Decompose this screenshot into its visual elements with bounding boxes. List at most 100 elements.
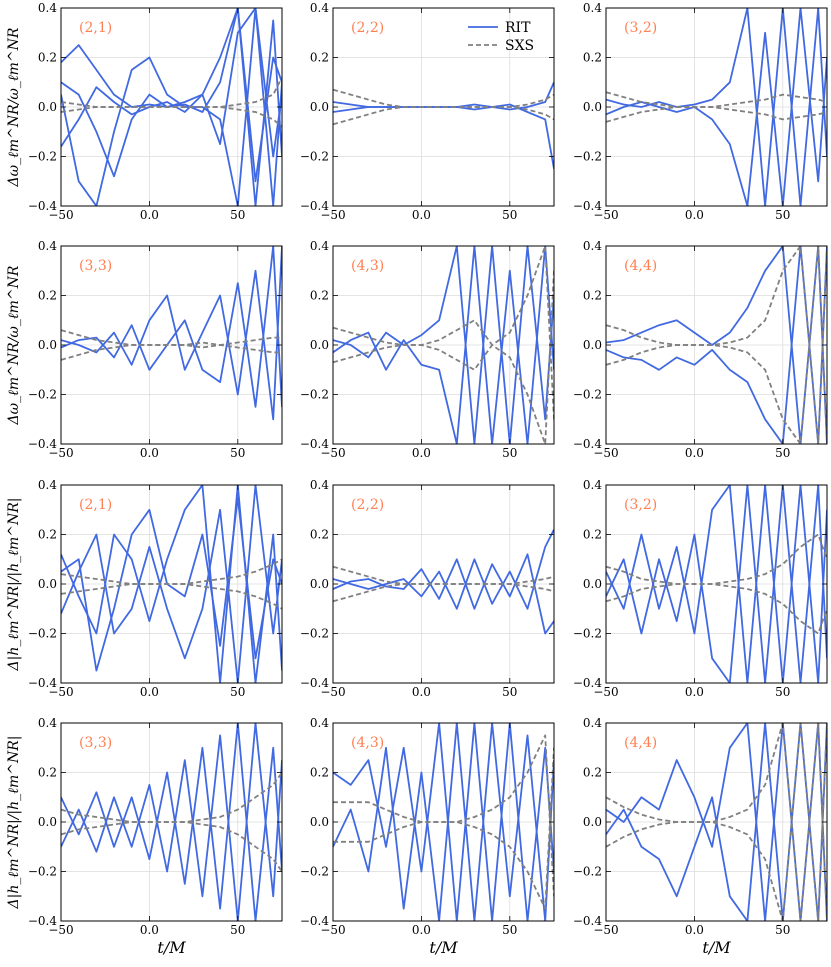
series-line-sxs [606,106,827,123]
y-tick-label: 0.2 [310,51,329,65]
panel-amplitude-2-2: −50 0.0 50 −0.4 −0.2 0.0 0.2 0.4 (2,2) [300,478,555,699]
series-line-rit [606,485,827,683]
mode-label: (4,3) [351,258,384,274]
y-tick-label: −0.2 [28,388,57,402]
x-tick-label: 0.0 [685,208,704,222]
y-tick-label: 0.0 [310,338,329,352]
y-tick-label: 0.4 [38,1,57,15]
x-tick-label: 0.0 [140,923,159,937]
x-axis-label: t/M [157,938,186,957]
panel-amplitude-2-1: −50 0.0 50 −0.4 −0.2 0.0 0.2 0.4 (2,1) [28,478,283,699]
series-line-sxs [606,533,827,585]
x-tick-label: −50 [593,685,618,699]
legend-label-rit: RIT [505,20,531,36]
y-tick-label: 0.0 [38,815,57,829]
series-line-rit [333,246,554,444]
y-tick-label: −0.2 [300,388,329,402]
series-line-sxs [606,91,827,108]
panel-frequency-4-3: −50 0.0 50 −0.4 −0.2 0.0 0.2 0.4 (4,3) [300,239,555,460]
series-line-sxs [333,270,554,444]
y-tick-label: 0.0 [583,577,602,591]
y-tick-label: 0.0 [583,338,602,352]
y-tick-label: 0.2 [310,528,329,542]
y-tick-label: −0.4 [573,199,603,213]
y-tick-label: −0.4 [28,914,58,928]
series-line-rit [61,8,282,183]
series-line-sxs [333,88,554,108]
y-tick-label: −0.4 [573,437,603,451]
series-line-rit [61,723,282,921]
series-line-sxs [333,583,554,603]
y-tick-label: 0.4 [38,239,57,253]
mode-label: (3,2) [624,20,657,36]
series-group [61,8,282,206]
y-axis-label: Δ|h_ℓm^NR|/|h_ℓm^NR| [6,736,22,910]
panel-frequency-3-2: −50 0.0 50 −0.4 −0.2 0.0 0.2 0.4 (3,2) [573,1,828,222]
x-tick-label: −50 [320,923,345,937]
mode-label: (3,3) [79,258,112,274]
y-tick-label: −0.2 [573,388,602,402]
series-line-sxs [606,246,827,444]
y-tick-label: −0.2 [28,150,57,164]
y-tick-label: 0.0 [38,577,57,591]
panel-amplitude-3-2: −50 0.0 50 −0.4 −0.2 0.0 0.2 0.4 (3,2) [573,478,828,699]
series-line-rit [61,8,282,206]
series-line-rit [333,529,554,610]
y-tick-label: −0.2 [28,627,57,641]
series-line-sxs [61,821,282,873]
panel-amplitude-4-4: −50 0.0 50 −0.4 −0.2 0.0 0.2 0.4 (4,4) [573,716,828,937]
y-tick-label: 0.4 [310,478,329,492]
series-line-sxs [333,565,554,585]
panel-amplitude-3-3: −50 0.0 50 −0.4 −0.2 0.0 0.2 0.4 (3,3) [28,716,283,937]
mode-label: (3,2) [624,497,657,513]
y-tick-label: 0.4 [583,239,602,253]
x-tick-label: −50 [320,685,345,699]
x-axis-label: t/M [702,938,731,957]
y-tick-label: 0.2 [38,289,57,303]
series-line-rit [606,246,827,444]
y-tick-label: 0.2 [38,528,57,542]
series-line-sxs [333,734,554,897]
y-tick-label: 0.2 [583,51,602,65]
y-tick-label: −0.4 [300,676,330,690]
panel-amplitude-4-3: −50 0.0 50 −0.4 −0.2 0.0 0.2 0.4 (4,3) [300,716,555,937]
x-tick-label: 50 [502,446,517,460]
mode-label: (2,1) [79,20,112,36]
panel-frequency-3-3: −50 0.0 50 −0.4 −0.2 0.0 0.2 0.4 (3,3) [28,239,283,460]
series-line-rit [333,103,554,170]
series-line-rit [61,496,282,672]
x-tick-label: 50 [230,208,245,222]
series-group [606,246,827,444]
series-group [61,246,282,421]
y-tick-label: −0.4 [28,676,58,690]
y-tick-label: −0.2 [573,865,602,879]
series-line-sxs [333,246,554,420]
y-tick-label: −0.4 [573,676,603,690]
y-tick-label: 0.4 [583,1,602,15]
panel-frequency-2-1: −50 0.0 50 −0.4 −0.2 0.0 0.2 0.4 (2,1) [28,1,283,222]
x-tick-label: 0.0 [412,446,431,460]
series-line-sxs [61,106,282,128]
series-line-sxs [61,583,282,610]
y-tick-label: 0.2 [38,51,57,65]
y-tick-label: −0.2 [300,865,329,879]
y-tick-label: 0.0 [310,577,329,591]
series-group [333,529,554,635]
y-tick-label: −0.2 [573,150,602,164]
legend-label-sxs: SXS [505,38,534,54]
y-tick-label: 0.2 [38,766,57,780]
x-tick-label: −50 [593,446,618,460]
y-tick-label: 0.4 [38,478,57,492]
series-line-rit [61,8,282,206]
series-line-sxs [61,344,282,361]
x-tick-label: 50 [230,923,245,937]
x-tick-label: 50 [502,685,517,699]
x-tick-label: −50 [48,685,73,699]
series-group [333,81,554,170]
y-tick-label: 0.4 [310,239,329,253]
series-line-sxs [333,747,554,910]
y-tick-label: 0.2 [583,289,602,303]
series-line-rit [606,485,827,683]
y-tick-label: −0.4 [300,914,330,928]
x-tick-label: −50 [48,208,73,222]
